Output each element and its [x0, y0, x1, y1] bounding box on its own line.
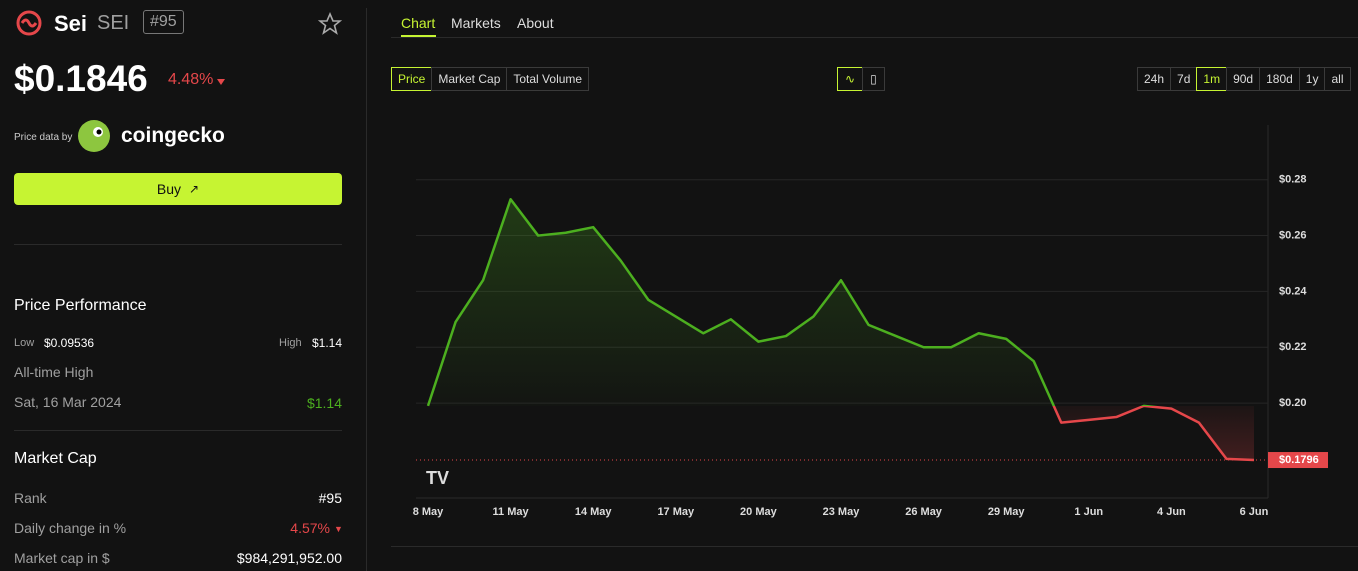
tab[interactable]: Chart — [401, 15, 436, 31]
ath-value: $1.14 — [306, 395, 342, 411]
price-line — [426, 198, 1255, 462]
current-price-label: $0.1796 — [1279, 454, 1319, 466]
source-provider: coingecko — [121, 124, 225, 147]
chart: TV $0.20 $0.22 $0.24 $0.26 $0.28 8 May 11 May 1… — [413, 125, 1328, 518]
candle-style[interactable]: ▯ — [862, 67, 885, 91]
high-value: $1.14 — [312, 336, 343, 350]
tab[interactable]: About — [517, 15, 554, 31]
source-label: Price data by — [14, 132, 73, 143]
down-arrow — [217, 79, 225, 85]
y-tick-label: $0.24 — [1279, 285, 1307, 297]
tab-underline — [401, 35, 436, 37]
y-tick-label: $0.22 — [1279, 341, 1307, 353]
divider — [14, 244, 342, 245]
rank-badge: #95 — [143, 10, 184, 34]
down-arrow: ▼ — [334, 524, 343, 534]
x-tick-label: 23 May — [823, 506, 861, 518]
chart-style-buttons: ∿ ▯ — [837, 67, 885, 91]
tradingview-logo: TV — [426, 468, 449, 488]
row-value: 4.57% — [290, 520, 330, 536]
range-buttons: 24h 7d 1m 90d 180d 1y all — [1137, 67, 1351, 91]
metric-button[interactable]: Total Volume — [506, 67, 590, 91]
x-tick-label: 26 May — [905, 506, 943, 518]
coin-name: Sei — [54, 11, 88, 36]
range-button[interactable]: all — [1324, 67, 1351, 91]
x-tick-label: 1 Jun — [1074, 506, 1103, 518]
logo — [16, 10, 42, 36]
x-tick-label: 11 May — [493, 506, 530, 518]
x-tick-label: 4 Jun — [1157, 506, 1186, 518]
x-tick-label: 29 May — [988, 506, 1026, 518]
ath-date: Sat, 16 Mar 2024 — [14, 394, 122, 410]
current-price-tag — [1268, 452, 1328, 469]
coin-symbol: SEI — [97, 12, 130, 34]
y-tick-label: $0.20 — [1279, 397, 1307, 409]
row-label: Daily change in % — [14, 520, 127, 536]
row-label: Rank — [14, 490, 47, 506]
x-tick-label: 17 May — [657, 506, 695, 518]
low-label: Low — [14, 337, 35, 349]
y-tick-label: $0.28 — [1279, 174, 1307, 186]
high-label: High — [279, 337, 302, 349]
row-value: #95 — [318, 490, 342, 506]
price-change: 4.48% — [168, 71, 214, 88]
divider — [14, 430, 342, 431]
metric-buttons: Price Market Cap Total Volume — [391, 67, 590, 91]
tab[interactable]: Markets — [451, 15, 501, 31]
x-tick-label: 8 May — [413, 506, 444, 518]
favorite-star[interactable] — [318, 12, 342, 36]
divider — [366, 8, 367, 571]
x-tick-label: 6 Jun — [1240, 506, 1269, 518]
divider — [391, 546, 1358, 547]
price: $0.1846 — [14, 58, 148, 99]
section-title: Market Cap — [14, 450, 97, 467]
area — [428, 199, 1254, 461]
coingecko-logo — [78, 120, 110, 152]
buy-label: Buy — [156, 181, 182, 197]
low-value: $0.09536 — [44, 336, 95, 350]
y-tick-label: $0.26 — [1279, 229, 1307, 241]
x-tick-label: 20 May — [740, 506, 778, 518]
row-label: Market cap in $ — [14, 550, 110, 566]
x-tick-label: 14 May — [575, 506, 613, 518]
row-value: $984,291,952.00 — [236, 550, 342, 566]
svg-text:TV: TV — [426, 468, 449, 488]
section-title: Price Performance — [14, 297, 147, 314]
tab-divider — [391, 37, 1358, 38]
ath-label: All-time High — [14, 364, 94, 380]
buy-button[interactable]: Buy ↗ — [14, 173, 342, 205]
